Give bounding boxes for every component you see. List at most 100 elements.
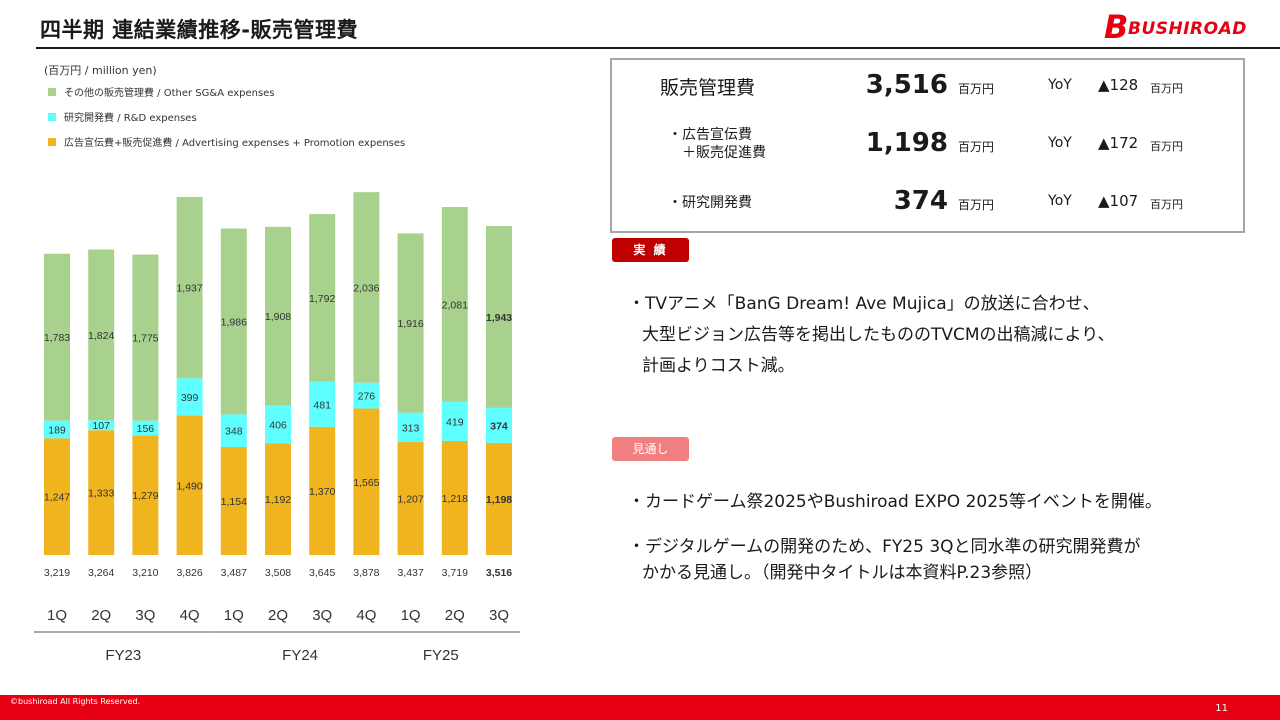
legend-swatch-advertising bbox=[48, 137, 56, 146]
data-label-rnd-6: 406 bbox=[269, 419, 287, 431]
data-label-rnd-7: 481 bbox=[313, 399, 331, 411]
page-number: 11 bbox=[1215, 703, 1228, 714]
outlook-bullet-2-line-1: ・デジタルゲームの開発のため、FY25 3Qと同水準の研究開発費が bbox=[628, 537, 1141, 557]
page-title: 四半期 連結業績推移-販売管理費 bbox=[40, 18, 359, 42]
data-label-rnd-5: 348 bbox=[225, 426, 243, 438]
bar-advertising-7 bbox=[309, 426, 336, 555]
legend-label-rnd: 研究開発費 / R&D expenses bbox=[64, 113, 197, 124]
bar-other-sga-2 bbox=[88, 249, 115, 421]
bar-rnd-6 bbox=[265, 405, 291, 444]
category-label-8: 4Q bbox=[356, 607, 376, 624]
bar-advertising-10 bbox=[441, 441, 468, 555]
logo-text: BUSHIROAD bbox=[1128, 19, 1247, 39]
data-label-other-sga-7: 1,792 bbox=[309, 293, 335, 305]
data-label-advertising-7: 1,370 bbox=[309, 486, 335, 498]
data-label-rnd-3: 156 bbox=[137, 423, 155, 435]
summary-label-rnd: ・研究開発費 bbox=[668, 195, 752, 211]
bar-other-sga-6 bbox=[265, 226, 291, 406]
bar-rnd-2 bbox=[88, 420, 115, 431]
bar-other-sga-5 bbox=[220, 228, 247, 415]
data-label-advertising-2: 1,333 bbox=[88, 488, 114, 500]
data-label-advertising-4: 1,490 bbox=[176, 480, 202, 492]
bar-rnd-3 bbox=[132, 420, 159, 436]
summary-unit-sga: 百万円 bbox=[958, 82, 995, 96]
bar-other-sga-8 bbox=[353, 192, 380, 383]
bar-rnd-11 bbox=[486, 407, 512, 443]
data-label-advertising-8: 1,565 bbox=[353, 477, 379, 489]
bar-advertising-8 bbox=[353, 408, 380, 555]
summary-label-promotion: ＋販売促進費 bbox=[682, 145, 766, 161]
summary-delta-unit-rnd: 百万円 bbox=[1150, 198, 1183, 211]
bar-other-sga-4 bbox=[176, 196, 203, 379]
total-label-6: 3,508 bbox=[265, 567, 291, 579]
bar-advertising-1 bbox=[44, 438, 70, 555]
legend-label-other-sga: その他の販売管理費 / Other SG&A expenses bbox=[64, 88, 275, 99]
category-label-1: 1Q bbox=[47, 607, 67, 624]
data-label-advertising-1: 1,247 bbox=[44, 492, 70, 504]
summary-delta-unit-sga: 百万円 bbox=[1150, 82, 1183, 95]
category-label-6: 2Q bbox=[268, 607, 288, 624]
legend-swatch-other-sga bbox=[48, 87, 56, 96]
data-label-other-sga-10: 2,081 bbox=[442, 299, 468, 311]
bar-advertising-3 bbox=[132, 435, 159, 555]
bar-advertising-5 bbox=[220, 446, 247, 555]
bar-other-sga-7 bbox=[309, 214, 336, 382]
data-label-other-sga-9: 1,916 bbox=[397, 318, 423, 330]
data-label-advertising-11: 1,198 bbox=[486, 494, 512, 506]
summary-yoy-advertising: YoY bbox=[1048, 135, 1072, 151]
bar-advertising-2 bbox=[88, 430, 115, 555]
data-label-other-sga-8: 2,036 bbox=[353, 282, 379, 294]
bar-advertising-9 bbox=[397, 442, 424, 555]
total-label-7: 3,645 bbox=[309, 567, 335, 579]
category-label-5: 1Q bbox=[224, 607, 244, 624]
summary-box: 販売管理費 3,516 百万円 YoY ▲128 百万円 ・広告宣伝費 ＋販売促… bbox=[610, 58, 1245, 233]
chart-unit-label: (百万円 / million yen) bbox=[44, 64, 157, 77]
bar-other-sga-3 bbox=[132, 254, 159, 421]
bar-rnd-8 bbox=[353, 382, 380, 409]
bar-other-sga-1 bbox=[44, 253, 70, 421]
data-label-other-sga-1: 1,783 bbox=[44, 332, 70, 344]
bar-rnd-4 bbox=[176, 378, 203, 416]
sga-stacked-bar-chart: 1,247 189 1,783 3,219 1Q 1,333 107 1,824 3,264 2Q… bbox=[34, 192, 520, 664]
title-divider bbox=[36, 47, 1280, 49]
data-label-rnd-9: 313 bbox=[402, 422, 420, 434]
bar-other-sga-9 bbox=[397, 233, 424, 413]
category-label-2: 2Q bbox=[91, 607, 111, 624]
summary-delta-sga: ▲128 bbox=[1098, 76, 1139, 94]
legend-label-advertising: 広告宣伝費+販売促進費 / Advertising expenses + Pro… bbox=[64, 138, 406, 149]
legend-swatch-rnd bbox=[48, 112, 56, 121]
total-label-9: 3,437 bbox=[397, 567, 423, 579]
summary-value-rnd: 374 bbox=[893, 186, 948, 216]
summary-delta-advertising: ▲172 bbox=[1098, 134, 1139, 152]
results-line-2: 大型ビジョン広告等を掲出したもののTVCMの出稿減により、 bbox=[642, 325, 1115, 345]
summary-delta-unit-advertising: 百万円 bbox=[1150, 140, 1183, 153]
data-label-rnd-1: 189 bbox=[48, 424, 66, 436]
category-label-7: 3Q bbox=[312, 607, 332, 624]
bar-advertising-4 bbox=[176, 415, 203, 555]
outlook-tag: 見通し bbox=[612, 437, 689, 461]
footer-bar: ©bushiroad All Rights Reserved. 11 bbox=[0, 695, 1280, 720]
total-label-2: 3,264 bbox=[88, 567, 114, 579]
fy-label-fy24: FY24 bbox=[282, 647, 318, 664]
results-line-1: ・TVアニメ「BanG Dream! Ave Mujica」の放送に合わせ、 bbox=[628, 294, 1100, 314]
fy-label-fy25: FY25 bbox=[423, 647, 459, 664]
data-label-rnd-11: 374 bbox=[490, 420, 508, 432]
data-label-other-sga-6: 1,908 bbox=[265, 311, 291, 323]
legend-advertising: 広告宣伝費+販売促進費 / Advertising expenses + Pro… bbox=[48, 134, 405, 149]
bar-rnd-9 bbox=[397, 412, 424, 443]
bar-rnd-5 bbox=[220, 414, 247, 447]
total-label-8: 3,878 bbox=[353, 567, 379, 579]
bar-other-sga-11 bbox=[486, 226, 512, 408]
data-label-other-sga-5: 1,986 bbox=[221, 316, 247, 328]
total-label-11: 3,516 bbox=[486, 567, 512, 579]
data-label-rnd-4: 399 bbox=[181, 392, 199, 404]
total-label-4: 3,826 bbox=[176, 567, 202, 579]
logo-b-mark: B bbox=[1104, 8, 1129, 46]
bar-rnd-1 bbox=[44, 420, 70, 439]
data-label-other-sga-2: 1,824 bbox=[88, 330, 114, 342]
outlook-bullet-2: ・デジタルゲームの開発のため、FY25 3Qと同水準の研究開発費が かかる見通し… bbox=[628, 534, 1141, 586]
legend-rnd: 研究開発費 / R&D expenses bbox=[48, 109, 197, 124]
bushiroad-logo: B BUSHIROAD bbox=[1104, 10, 1268, 44]
data-label-rnd-2: 107 bbox=[92, 420, 110, 432]
data-label-advertising-9: 1,207 bbox=[397, 494, 423, 506]
